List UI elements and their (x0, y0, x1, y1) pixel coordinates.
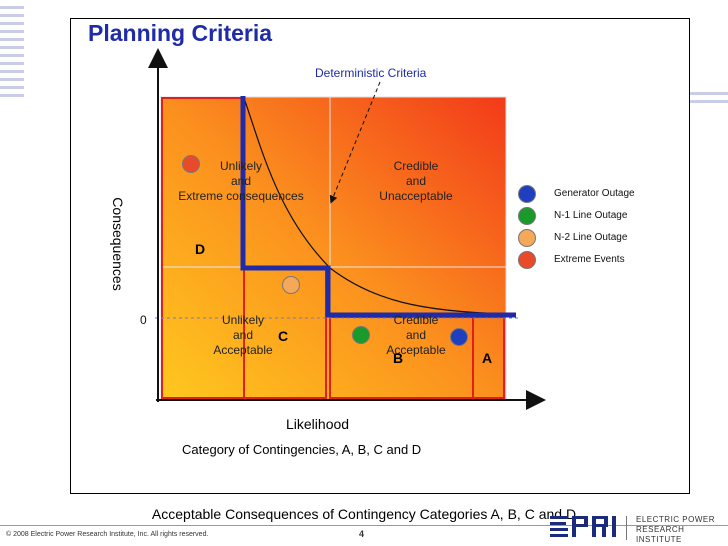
dot-generator-outage (450, 328, 468, 346)
y-axis-label: Consequences (110, 197, 126, 291)
category-c-label: C (278, 328, 289, 344)
category-a-label: A (482, 350, 493, 366)
quadrant-line: Extreme consequences (178, 189, 304, 203)
quadrant-line: Credible (393, 313, 439, 327)
epri-logo (550, 516, 627, 540)
quadrant-line: Acceptable (213, 343, 273, 357)
copyright-text: © 2008 Electric Power Research Institute… (6, 531, 209, 538)
quadrant-top-right-label: Credible and Unacceptable (346, 159, 486, 204)
quadrant-line: Unacceptable (379, 189, 453, 203)
legend-label-n1-line-outage: N-1 Line Outage (554, 210, 628, 221)
deterministic-criteria-label: Deterministic Criteria (315, 66, 427, 80)
quadrant-line: and (405, 174, 427, 188)
logo-text: ELECTRIC POWER RESEARCH INSTITUTE (636, 515, 728, 545)
legend-dot-n1-line-outage (518, 207, 536, 225)
quadrant-line: and (230, 174, 252, 188)
legend-dot-extreme-events (518, 251, 536, 269)
risk-field (161, 97, 506, 400)
dot-extreme-events (182, 155, 200, 173)
quadrant-line: Acceptable (386, 343, 446, 357)
quadrant-line: and (405, 328, 427, 342)
x-axis-sublabel: Category of Contingencies, A, B, C and D (182, 442, 422, 457)
x-axis-label: Likelihood (286, 416, 350, 432)
decorative-stripes (0, 6, 24, 97)
footer-rule (0, 525, 728, 526)
quadrant-bottom-left-label: Unlikely and Acceptable (183, 313, 303, 358)
logo-line-2: RESEARCH INSTITUTE (636, 525, 685, 544)
decorative-stripes-right (690, 92, 728, 103)
logo-line-1: ELECTRIC POWER (636, 515, 716, 524)
deterministic-pointer-arrow (329, 81, 381, 204)
legend-label-generator-outage: Generator Outage (554, 188, 635, 199)
category-b-label: B (393, 350, 404, 366)
legend-dot-generator-outage (518, 185, 536, 203)
slide-title: Planning Criteria (82, 20, 279, 47)
legend-label-extreme-events: Extreme Events (554, 254, 625, 265)
legend-dot-n2-line-outage (518, 229, 536, 247)
legend-label-n2-line-outage: N-2 Line Outage (554, 232, 628, 243)
slide-frame (70, 18, 690, 494)
quadrant-line: Unlikely (221, 313, 264, 327)
bottom-caption: Acceptable Consequences of Contingency C… (151, 506, 577, 522)
quadrant-line: Credible (393, 159, 439, 173)
dot-n2-line-outage (282, 276, 300, 294)
page-number: 4 (359, 529, 365, 539)
quadrant-line: Unlikely (219, 159, 262, 173)
dot-n1-line-outage (352, 326, 370, 344)
quadrant-line: and (232, 328, 254, 342)
quadrant-bottom-right-label: Credible and Acceptable (356, 313, 476, 358)
zero-label: 0 (140, 313, 147, 327)
category-d-label: D (195, 241, 206, 257)
quadrant-top-left-label: Unlikely and Extreme consequences (166, 159, 316, 204)
deterministic-criteria-line (240, 96, 516, 318)
